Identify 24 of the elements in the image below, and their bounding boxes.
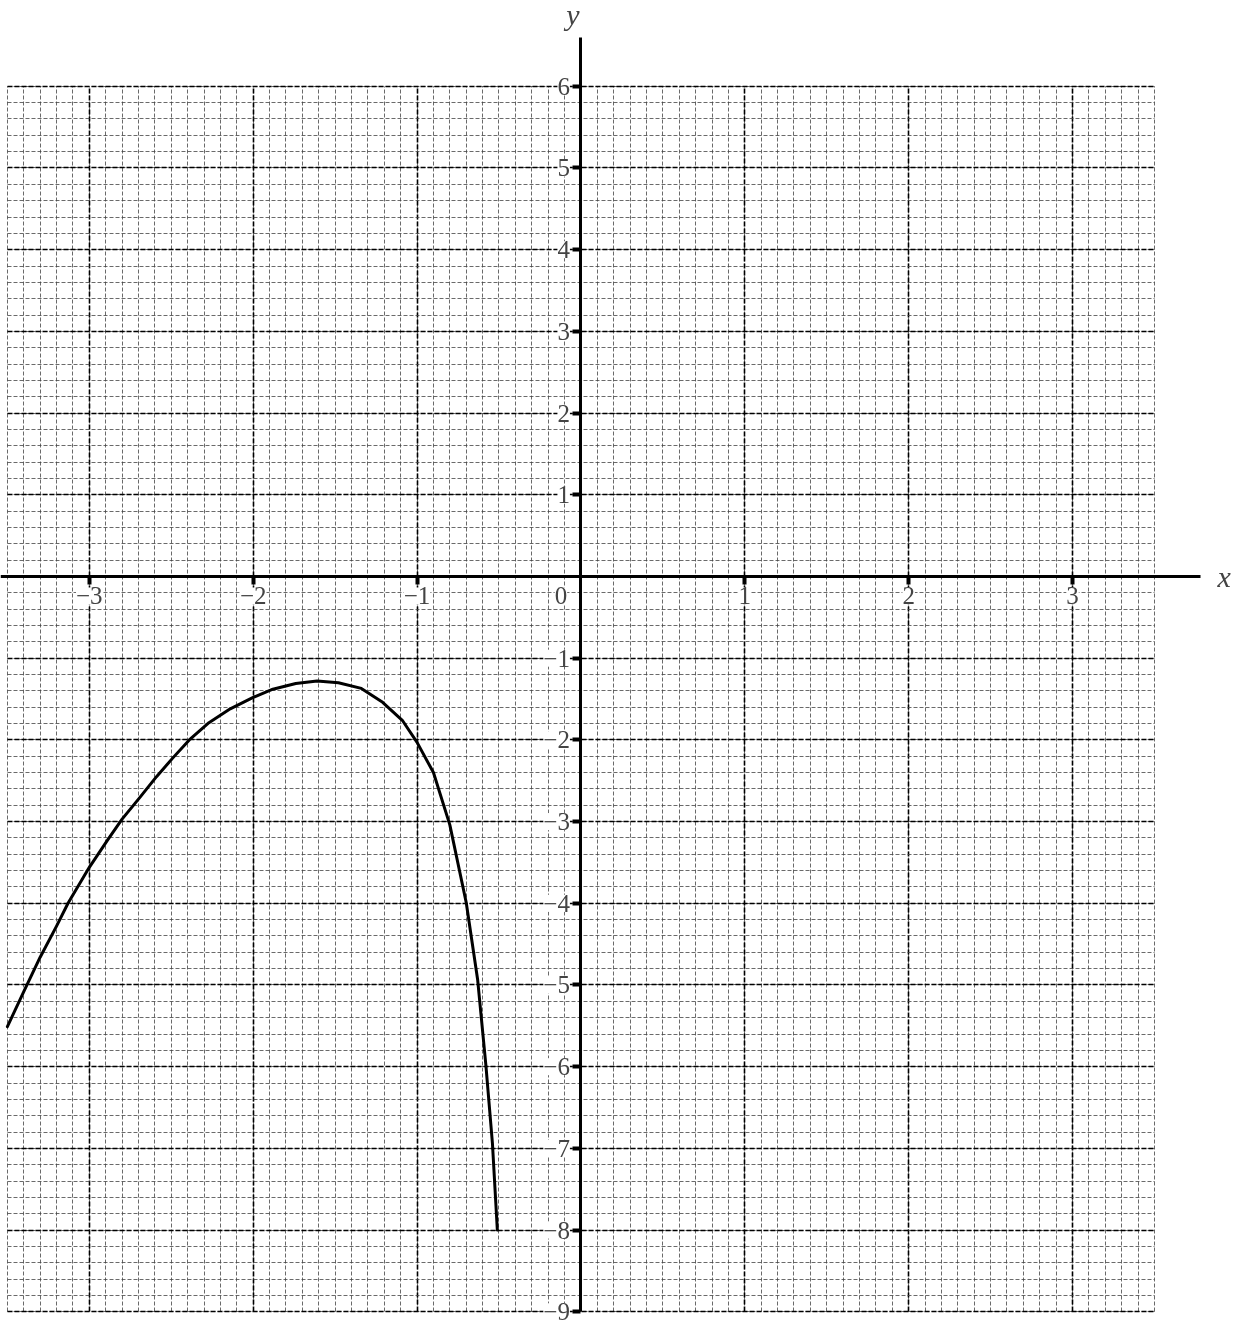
x-tick-label: −3 xyxy=(76,582,103,610)
x-tick-label: 2 xyxy=(902,582,915,610)
y-axis-title: y xyxy=(563,0,581,32)
y-tick-label: −5 xyxy=(543,971,570,999)
x-tick-label: 1 xyxy=(738,582,752,610)
y-tick-label: −6 xyxy=(543,1053,570,1081)
y-tick-label: 6 xyxy=(557,72,570,100)
x-tick-label: −2 xyxy=(239,582,267,610)
y-tick-label: −4 xyxy=(543,889,571,917)
y-tick-label: 5 xyxy=(557,154,570,182)
x-axis-title: x xyxy=(1216,559,1232,593)
y-tick-label: −8 xyxy=(543,1216,570,1244)
x-tick-label: −1 xyxy=(403,582,431,610)
y-tick-label: −7 xyxy=(543,1134,570,1162)
y-tick-label: −9 xyxy=(543,1298,570,1326)
annotation: 0 xyxy=(554,582,568,610)
y-tick-label: 1 xyxy=(557,481,570,509)
y-tick-label: 3 xyxy=(557,317,570,345)
y-tick-label: 2 xyxy=(557,399,570,427)
x-tick-label: 3 xyxy=(1066,582,1079,610)
y-tick-label: 4 xyxy=(557,236,571,264)
y-tick-label: −3 xyxy=(543,808,570,836)
y-tick-label: −1 xyxy=(543,644,570,672)
y-tick-label: −2 xyxy=(543,726,570,754)
